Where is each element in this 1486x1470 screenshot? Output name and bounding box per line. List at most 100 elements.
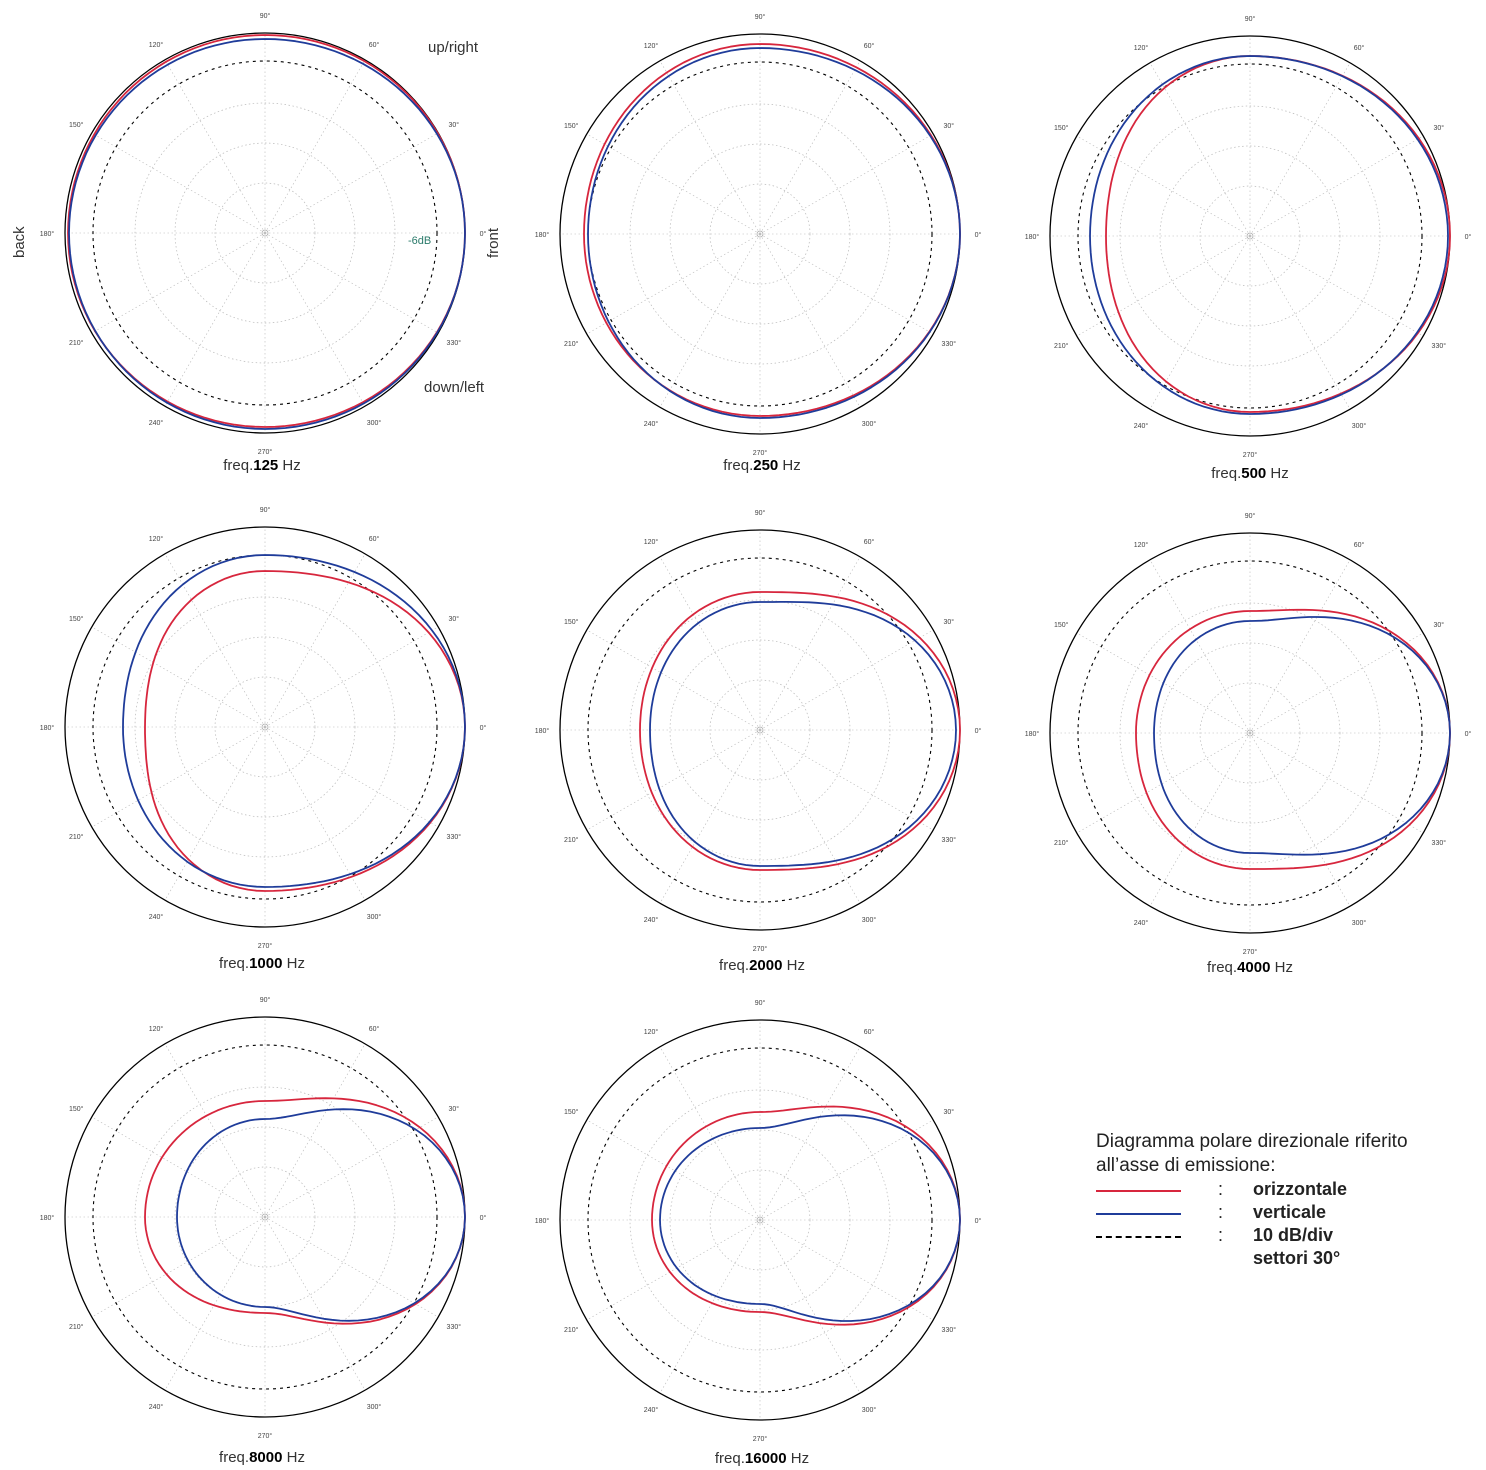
- chart-caption-16000: freq.16000 Hz: [715, 1450, 809, 1467]
- caption-prefix: freq.: [715, 1450, 745, 1467]
- angle-label-120: 120°: [149, 41, 164, 49]
- center-marker: [756, 1216, 764, 1224]
- spoke-30: [759, 133, 934, 235]
- angle-label-90: 90°: [1245, 15, 1256, 23]
- angle-label-240: 240°: [1134, 422, 1149, 430]
- angle-label-210: 210°: [69, 339, 84, 347]
- angle-label-90: 90°: [260, 506, 271, 514]
- angle-label-180: 180°: [40, 724, 55, 732]
- angle-label-210: 210°: [564, 340, 579, 348]
- angle-label-150: 150°: [69, 121, 84, 129]
- angle-label-120: 120°: [1134, 541, 1149, 549]
- angle-label-0: 0°: [975, 1217, 982, 1225]
- dashed-ring: [92, 554, 438, 900]
- spoke-60: [264, 59, 366, 234]
- spoke-240: [164, 1216, 266, 1391]
- spoke-240: [659, 233, 761, 408]
- caption-frequency: 250: [753, 457, 778, 474]
- angle-label-30: 30°: [1433, 124, 1444, 132]
- spoke-210: [1076, 235, 1251, 337]
- spoke-330: [264, 232, 439, 334]
- legend-swatch-dashed: [1096, 1236, 1181, 1238]
- grid-ring-3: [1119, 105, 1381, 367]
- angle-label-180: 180°: [40, 230, 55, 238]
- grid-ring-2: [669, 639, 851, 821]
- angle-label-180: 180°: [1025, 233, 1040, 241]
- spoke-120: [164, 553, 266, 728]
- angle-label-240: 240°: [644, 420, 659, 428]
- angle-label-300: 300°: [367, 913, 382, 921]
- spoke-60: [759, 556, 861, 731]
- caption-frequency: 500: [1241, 465, 1266, 482]
- angle-label-120: 120°: [1134, 44, 1149, 52]
- spoke-150: [586, 629, 761, 731]
- angle-label-150: 150°: [564, 618, 579, 626]
- series-vertical-curve: [68, 38, 466, 430]
- angle-label-270: 270°: [258, 1432, 273, 1440]
- caption-prefix: freq.: [723, 457, 753, 474]
- spoke-240: [164, 726, 266, 901]
- spoke-300: [1249, 732, 1351, 907]
- spoke-120: [659, 1046, 761, 1221]
- caption-prefix: freq.: [1207, 959, 1237, 976]
- caption-unit: Hz: [782, 957, 805, 974]
- angle-label-150: 150°: [69, 1105, 84, 1113]
- angle-label-180: 180°: [535, 727, 550, 735]
- angle-label-30: 30°: [448, 615, 459, 623]
- spoke-120: [1149, 62, 1251, 237]
- spoke-30: [264, 132, 439, 234]
- legend-row-horizontal: : orizzontale: [1096, 1178, 1476, 1201]
- angle-label-270: 270°: [753, 1435, 768, 1443]
- angle-label-300: 300°: [1352, 422, 1367, 430]
- caption-prefix: freq.: [219, 1449, 249, 1466]
- caption-unit: Hz: [778, 457, 801, 474]
- polar-chart-250hz: 0° 30° 60° 90° 120° 150° 180° 210° 240° 270° 300° 3…: [535, 13, 982, 474]
- spoke-150: [586, 1119, 761, 1221]
- spoke-150: [91, 132, 266, 234]
- label-front: front: [485, 227, 502, 258]
- caption-unit: Hz: [787, 1450, 810, 1467]
- label-back: back: [11, 226, 28, 258]
- grid-ring-2: [1159, 145, 1341, 327]
- spoke-300: [264, 232, 366, 407]
- series-vertical-curve: [176, 1108, 466, 1322]
- series-vertical-curve: [1089, 55, 1449, 415]
- angle-label-330: 330°: [447, 339, 462, 347]
- angle-label-60: 60°: [1354, 541, 1365, 549]
- angle-label-90: 90°: [755, 999, 766, 1007]
- spoke-150: [586, 133, 761, 235]
- chart-caption-250: freq.250 Hz: [723, 457, 801, 474]
- grid-ring-3: [1119, 602, 1381, 864]
- angle-label-0: 0°: [480, 1214, 487, 1222]
- legend-label-sectors: settori 30°: [1253, 1248, 1341, 1268]
- spoke-120: [164, 59, 266, 234]
- polar-chart-1000hz: 0° 30° 60° 90° 120° 150° 180° 210° 240° 270° 300° 3…: [40, 506, 487, 972]
- angle-label-60: 60°: [864, 538, 875, 546]
- angle-label-210: 210°: [564, 836, 579, 844]
- spoke-60: [1249, 559, 1351, 734]
- caption-prefix: freq.: [719, 957, 749, 974]
- spoke-300: [759, 233, 861, 408]
- legend-label-db-div: 10 dB/div: [1253, 1225, 1334, 1245]
- spoke-210: [1076, 732, 1251, 834]
- angle-label-330: 330°: [942, 836, 957, 844]
- angle-label-30: 30°: [448, 121, 459, 129]
- caption-frequency: 8000: [249, 1449, 282, 1466]
- series-horizontal-curve: [1135, 608, 1451, 870]
- angle-label-120: 120°: [644, 1028, 659, 1036]
- angle-label-0: 0°: [975, 727, 982, 735]
- legend-swatch-red: [1096, 1190, 1181, 1192]
- caption-frequency: 4000: [1237, 959, 1270, 976]
- spoke-120: [659, 60, 761, 235]
- angle-label-90: 90°: [260, 996, 271, 1004]
- spoke-60: [759, 1046, 861, 1221]
- angle-label-120: 120°: [644, 42, 659, 50]
- spoke-330: [264, 726, 439, 828]
- chart-caption-500: freq.500 Hz: [1211, 465, 1289, 482]
- legend-row-sectors: settori 30°: [1096, 1247, 1476, 1270]
- dashed-ring: [1077, 560, 1423, 906]
- angle-label-30: 30°: [943, 1108, 954, 1116]
- series-vertical-curve: [587, 47, 961, 419]
- dashed-ring: [587, 1047, 933, 1393]
- spoke-300: [264, 1216, 366, 1391]
